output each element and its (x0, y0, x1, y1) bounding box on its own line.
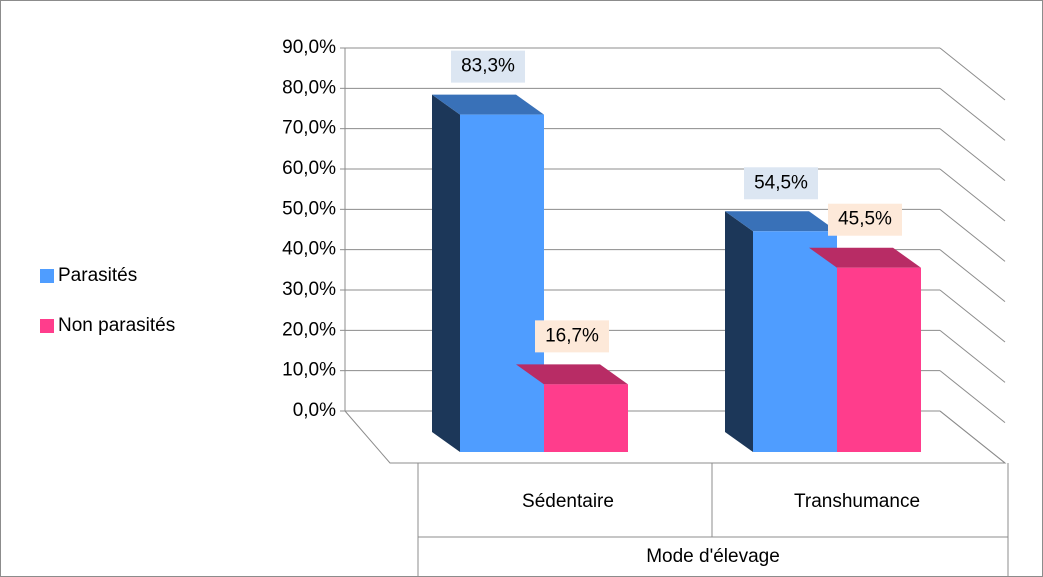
data-label: 54,5% (754, 172, 808, 193)
y-tick-label: 70,0% (282, 118, 336, 139)
grid-line (939, 249, 1006, 303)
y-tick-label: 80,0% (282, 77, 336, 98)
data-label-bg (828, 203, 902, 236)
bar (544, 384, 628, 452)
y-tick-label: 60,0% (282, 158, 336, 179)
data-label: 45,5% (838, 209, 892, 230)
legend-label: Non parasités (58, 315, 175, 336)
data-label-bg (535, 320, 609, 353)
y-tick-label: 90,0% (282, 37, 336, 58)
bar-top (432, 94, 544, 115)
legend-label: Parasités (58, 265, 137, 286)
data-label-bg (744, 167, 818, 200)
y-tick-label: 0,0% (293, 400, 336, 421)
data-label-bg (451, 50, 525, 83)
grid-line (939, 47, 1006, 101)
bar-top (725, 211, 837, 232)
legend-swatch (40, 319, 54, 333)
bar-top (516, 364, 628, 385)
grid-line (939, 87, 1006, 141)
legend-swatch (40, 269, 54, 283)
grid-line (939, 168, 1006, 222)
data-label: 83,3% (461, 56, 515, 77)
bar-side (725, 211, 753, 452)
bar-top (809, 247, 921, 268)
data-label: 16,7% (545, 325, 599, 346)
bar-side (432, 94, 460, 452)
grid-line (939, 370, 1006, 424)
y-tick-label: 50,0% (282, 198, 336, 219)
grid-line (939, 410, 1006, 464)
grid-line (939, 128, 1006, 182)
grid-line (939, 289, 1006, 343)
grid-line (939, 329, 1006, 383)
y-tick-label: 10,0% (282, 360, 336, 381)
grid-line (939, 208, 1006, 262)
x-axis-title: Mode d'élevage (646, 546, 780, 567)
y-tick-label: 30,0% (282, 279, 336, 300)
x-tick-label: Sédentaire (522, 491, 614, 512)
x-tick-label: Transhumance (794, 491, 920, 512)
y-tick-label: 20,0% (282, 319, 336, 340)
y-tick-label: 40,0% (282, 239, 336, 260)
bar (837, 267, 921, 452)
bar (460, 114, 544, 452)
bar (753, 231, 837, 452)
